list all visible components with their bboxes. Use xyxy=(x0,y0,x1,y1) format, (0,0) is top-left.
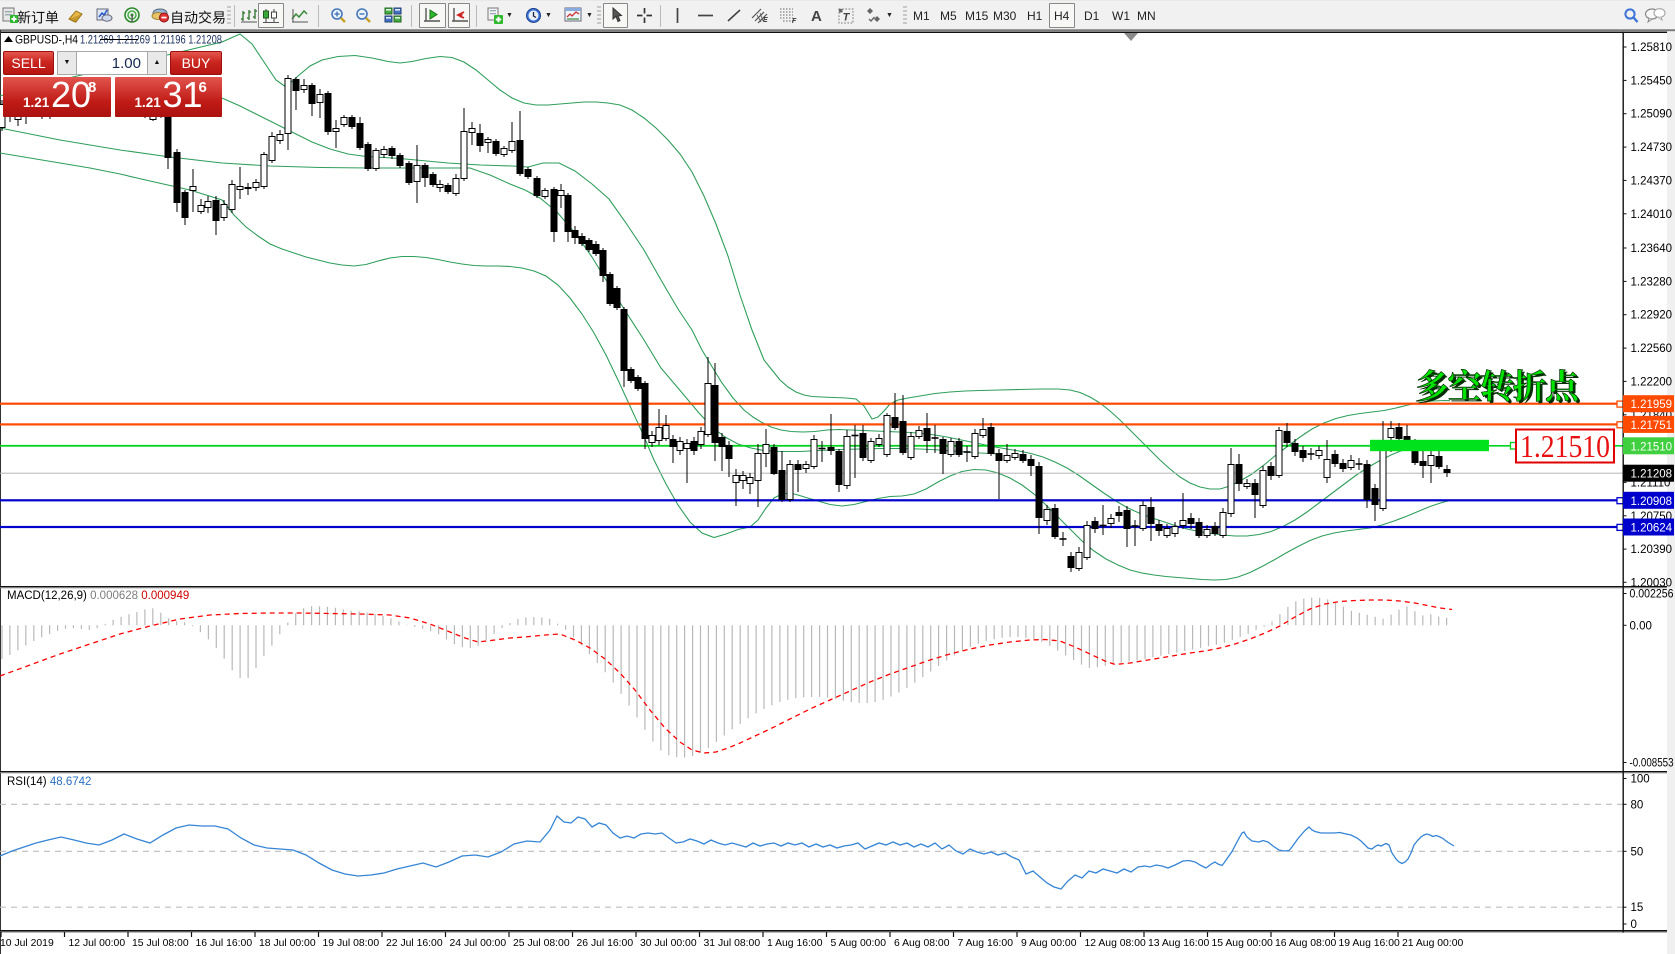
svg-text:1.22200: 1.22200 xyxy=(1631,376,1673,388)
svg-text:21 Aug 00:00: 21 Aug 00:00 xyxy=(1402,938,1463,949)
svg-text:1.21510: 1.21510 xyxy=(1520,428,1610,464)
svg-text:12 Jul 00:00: 12 Jul 00:00 xyxy=(69,938,126,949)
svg-text:0: 0 xyxy=(1631,919,1637,931)
svg-text:-0.008553: -0.008553 xyxy=(1630,758,1674,770)
svg-text:5 Aug 00:00: 5 Aug 00:00 xyxy=(831,938,887,949)
svg-text:1.21959: 1.21959 xyxy=(1631,399,1673,411)
svg-text:16 Jul 16:00: 16 Jul 16:00 xyxy=(196,938,253,949)
svg-text:F: F xyxy=(792,18,797,24)
svg-text:1.24370: 1.24370 xyxy=(1631,175,1673,187)
svg-text:6 Aug 08:00: 6 Aug 08:00 xyxy=(894,938,950,949)
svg-text:18 Jul 00:00: 18 Jul 00:00 xyxy=(259,938,316,949)
svg-text:1.21208: 1.21208 xyxy=(1631,469,1673,481)
svg-text:MACD(12,26,9) 0.000628 0.00094: MACD(12,26,9) 0.000628 0.000949 xyxy=(7,590,189,602)
svg-text:10 Jul 2019: 10 Jul 2019 xyxy=(0,938,54,949)
svg-text:1.25090: 1.25090 xyxy=(1631,109,1673,121)
svg-text:RSI(14) 48.6742: RSI(14) 48.6742 xyxy=(7,776,91,788)
svg-text:1.25810: 1.25810 xyxy=(1631,42,1673,54)
svg-text:19 Aug 16:00: 19 Aug 16:00 xyxy=(1339,938,1400,949)
svg-text:31 Jul 08:00: 31 Jul 08:00 xyxy=(704,938,761,949)
svg-text:1.21510: 1.21510 xyxy=(1631,441,1673,453)
svg-text:1.25450: 1.25450 xyxy=(1631,75,1673,87)
svg-text:0.00: 0.00 xyxy=(1630,620,1652,632)
svg-text:15 Aug 00:00: 15 Aug 00:00 xyxy=(1212,938,1273,949)
svg-text:50: 50 xyxy=(1631,846,1644,858)
svg-text:1.23280: 1.23280 xyxy=(1631,276,1673,288)
svg-text:30 Jul 00:00: 30 Jul 00:00 xyxy=(640,938,697,949)
svg-text:GBPUSD-,H4: GBPUSD-,H4 xyxy=(15,33,78,47)
svg-text:15: 15 xyxy=(1631,902,1644,914)
svg-text:1.23640: 1.23640 xyxy=(1631,243,1673,255)
svg-text:19 Jul 08:00: 19 Jul 08:00 xyxy=(323,938,380,949)
svg-text:T: T xyxy=(843,12,851,24)
svg-text:1.22560: 1.22560 xyxy=(1631,343,1673,355)
svg-text:1.21751: 1.21751 xyxy=(1631,420,1673,432)
svg-text:1 Aug 16:00: 1 Aug 16:00 xyxy=(767,938,823,949)
svg-text:13 Aug 16:00: 13 Aug 16:00 xyxy=(1148,938,1209,949)
svg-text:1.20624: 1.20624 xyxy=(1631,523,1673,535)
svg-text:16 Aug 08:00: 16 Aug 08:00 xyxy=(1275,938,1336,949)
svg-text:1.24010: 1.24010 xyxy=(1631,209,1673,221)
svg-text:25 Jul 08:00: 25 Jul 08:00 xyxy=(513,938,570,949)
svg-text:22 Jul 16:00: 22 Jul 16:00 xyxy=(386,938,443,949)
svg-text:15 Jul 08:00: 15 Jul 08:00 xyxy=(132,938,189,949)
svg-text:9 Aug 00:00: 9 Aug 00:00 xyxy=(1021,938,1077,949)
svg-text:12 Aug 08:00: 12 Aug 08:00 xyxy=(1085,938,1146,949)
svg-text:1.20908: 1.20908 xyxy=(1631,496,1673,508)
svg-text:1.20030: 1.20030 xyxy=(1631,577,1673,589)
svg-text:1.20390: 1.20390 xyxy=(1631,544,1673,556)
svg-text:26 Jul 16:00: 26 Jul 16:00 xyxy=(577,938,634,949)
svg-text:0.002256: 0.002256 xyxy=(1630,589,1674,601)
svg-text:24 Jul 00:00: 24 Jul 00:00 xyxy=(450,938,507,949)
svg-text:E: E xyxy=(763,17,768,24)
svg-text:80: 80 xyxy=(1631,799,1644,811)
svg-text:100: 100 xyxy=(1631,774,1650,786)
svg-text:1.24730: 1.24730 xyxy=(1631,142,1673,154)
svg-text:7 Aug 16:00: 7 Aug 16:00 xyxy=(958,938,1014,949)
svg-text:1.21269 1.21269 1.21196 1.2120: 1.21269 1.21269 1.21196 1.21208 xyxy=(80,33,222,47)
svg-text:1.22920: 1.22920 xyxy=(1631,310,1673,322)
